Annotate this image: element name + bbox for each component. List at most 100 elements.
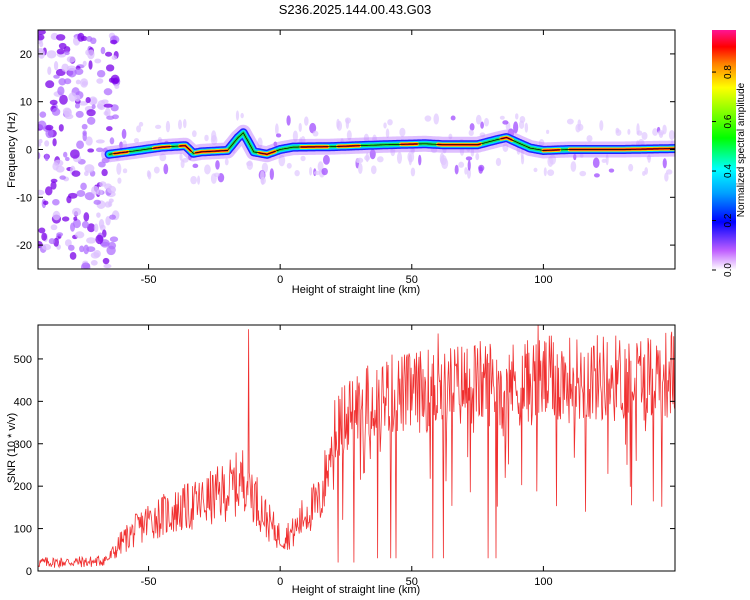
band-speckle — [312, 130, 319, 137]
noise-blob — [94, 58, 102, 64]
band-speckle — [410, 167, 416, 177]
noise-blob — [78, 101, 88, 106]
noise-blob — [87, 223, 96, 233]
band-speckle — [300, 155, 306, 162]
snr-frame — [37, 324, 676, 572]
heatmap-y-axis-label: Frequency (Hz) — [6, 112, 18, 188]
noise-blob — [66, 65, 77, 71]
band-speckle — [190, 175, 197, 185]
noise-blob — [103, 263, 112, 269]
noise-blob — [108, 198, 114, 203]
noise-blob — [66, 56, 76, 63]
heatmap-y-tick-label: 10 — [20, 97, 32, 109]
band-speckle — [163, 163, 169, 175]
band-speckle — [179, 153, 183, 161]
colorbar-ticks: 0.0 0.2 0.4 0.6 0.8 — [712, 65, 734, 277]
snr-y-tick-label: 400 — [14, 396, 32, 408]
noise-blob — [106, 115, 115, 120]
noise-blob — [64, 156, 70, 162]
noise-blob — [70, 222, 76, 232]
noise-blob — [98, 219, 105, 229]
band-speckle — [240, 112, 244, 119]
noise-blob — [96, 103, 104, 109]
noise-blob — [41, 232, 48, 241]
band-speckle — [376, 156, 384, 163]
band-speckle — [641, 131, 648, 140]
band-speckle — [183, 118, 187, 129]
noise-blob — [50, 181, 57, 190]
noise-blob — [96, 189, 103, 196]
colorbar-tick-label: 0.4 — [723, 164, 734, 178]
band-speckle — [138, 121, 144, 127]
noise-blob — [53, 159, 64, 167]
snr-series-line — [38, 325, 675, 569]
band-speckle — [458, 161, 465, 168]
noise-blob — [58, 78, 67, 86]
noise-blob — [44, 124, 54, 131]
noise-blob — [86, 109, 96, 117]
snr-x-tick-label: -50 — [141, 576, 157, 588]
colorbar-tick-label: 0.0 — [723, 263, 734, 277]
snr-x-tick-label: 0 — [277, 576, 283, 588]
band-speckle — [570, 161, 577, 172]
band-speckle — [524, 122, 529, 133]
band-speckle — [467, 160, 471, 171]
colorbar: 0.0 0.2 0.4 0.6 0.8 Normalized spectral ampl… — [712, 30, 747, 277]
noise-blob — [80, 182, 87, 191]
noise-blob — [47, 66, 52, 76]
band-speckle — [269, 168, 274, 180]
noise-blob — [52, 198, 60, 206]
noise-blob — [38, 47, 44, 53]
band-speckle — [424, 115, 432, 122]
noise-blob — [80, 35, 88, 42]
noise-blob — [103, 88, 113, 96]
noise-blob — [98, 161, 106, 168]
band-speckle — [182, 157, 189, 163]
band-speckle — [309, 122, 317, 134]
band-speckle — [153, 166, 160, 174]
noise-blob — [109, 236, 119, 243]
noise-blob — [48, 238, 56, 245]
noise-blob — [38, 34, 45, 41]
heatmap-x-tick-label: 100 — [534, 274, 552, 286]
noise-blob — [64, 113, 74, 120]
noise-blob — [84, 192, 95, 201]
noise-blob — [86, 246, 96, 253]
band-speckle — [469, 123, 475, 131]
noise-blob — [59, 94, 68, 105]
band-speckle — [608, 168, 615, 173]
band-speckle — [294, 169, 300, 177]
band-speckle — [246, 160, 254, 170]
noise-blob — [82, 60, 87, 67]
noise-blob — [86, 237, 96, 244]
band-speckle — [192, 163, 199, 168]
noise-blob — [43, 200, 49, 206]
band-speckle — [662, 158, 667, 169]
noise-blob — [105, 64, 115, 72]
band-speckle — [418, 154, 422, 166]
noise-blob — [59, 175, 66, 180]
heatmap-y-tick-label: -20 — [16, 240, 32, 252]
band-speckle — [165, 120, 171, 133]
noise-blob — [106, 245, 116, 256]
band-speckle — [260, 170, 265, 181]
colorbar-tick-label: 0.6 — [723, 114, 734, 128]
heatmap-x-tick-label: 50 — [406, 274, 418, 286]
band-speckle — [478, 166, 483, 174]
heatmap-marks — [38, 30, 675, 269]
noise-blob — [86, 36, 93, 42]
band-speckle — [387, 119, 393, 126]
band-speckle — [513, 121, 519, 134]
snr-y-tick-label: 100 — [14, 524, 32, 536]
snr-x-tick-label: 50 — [406, 576, 418, 588]
noise-blob — [45, 128, 54, 139]
band-speckle — [627, 128, 631, 135]
figure-title: S236.2025.144.00.43.G03 — [279, 2, 432, 17]
noise-blob — [71, 170, 81, 177]
band-speckle — [383, 122, 387, 129]
band-speckle — [586, 135, 593, 142]
band-speckle — [213, 172, 220, 178]
band-speckle — [121, 128, 127, 139]
band-speckle — [475, 152, 480, 161]
